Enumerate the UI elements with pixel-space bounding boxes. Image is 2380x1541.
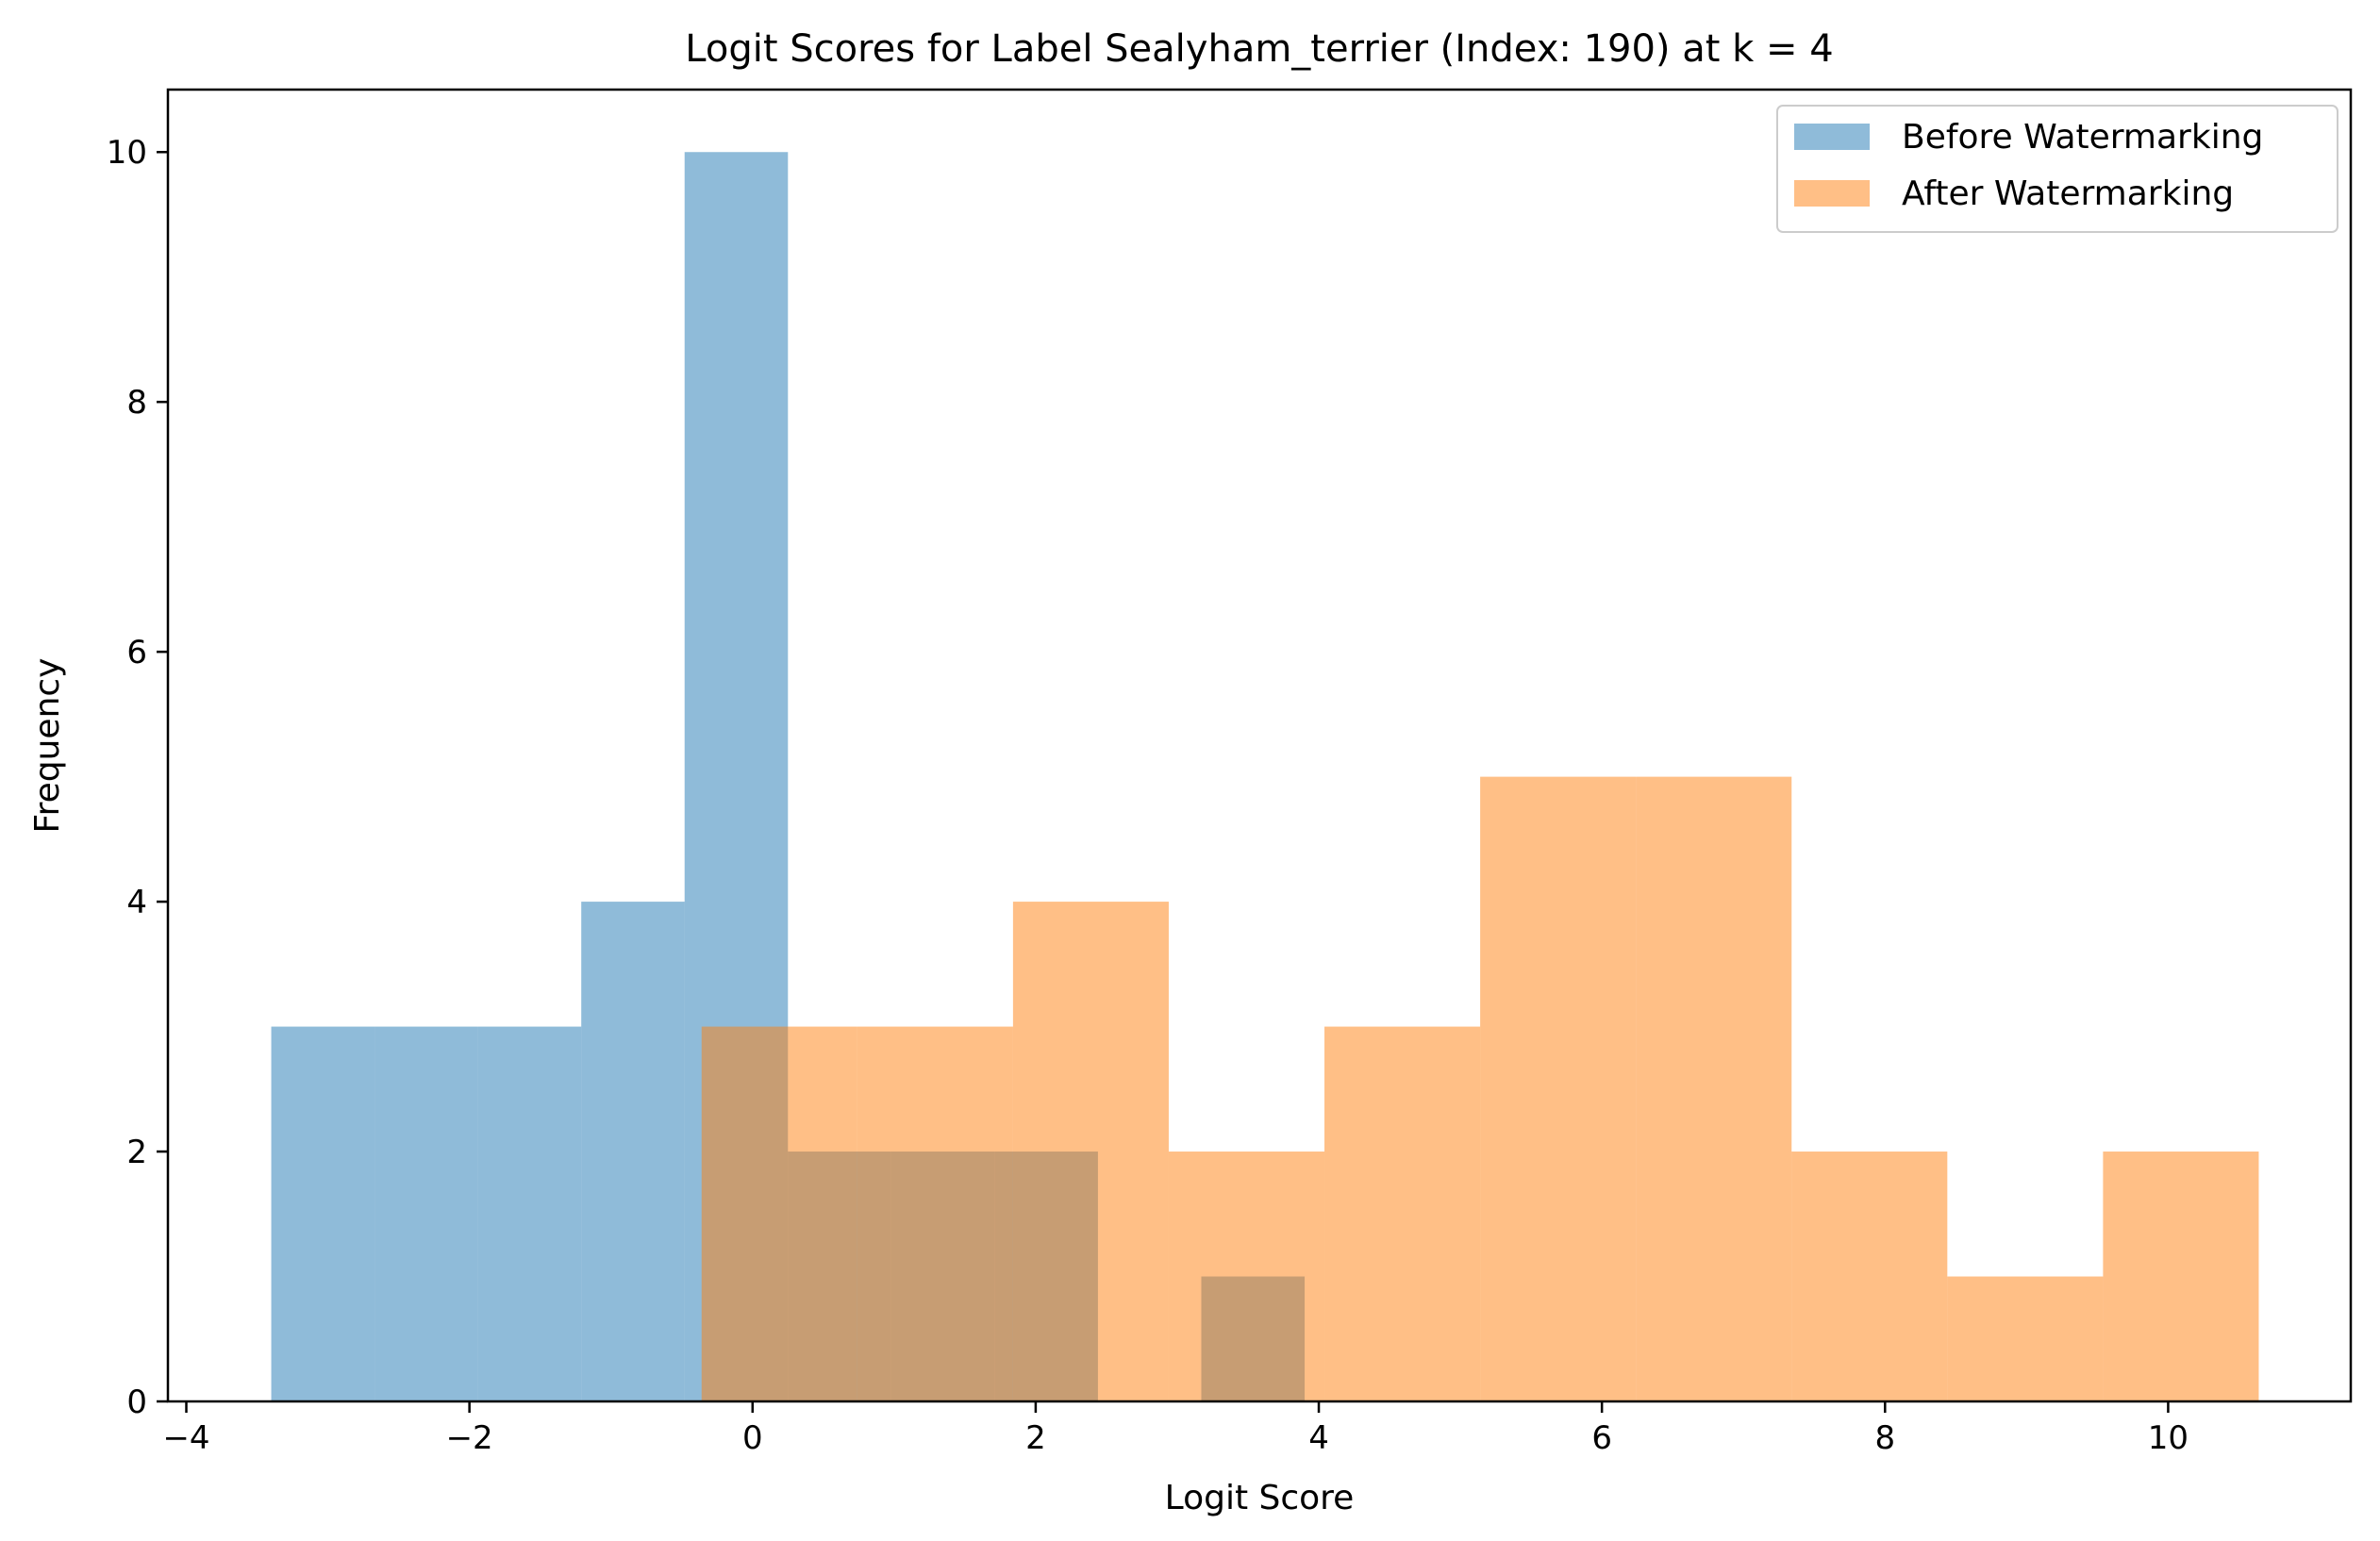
legend-label-before-watermarking: Before Watermarking bbox=[1902, 118, 2263, 157]
bar-before-watermarking-1 bbox=[374, 1026, 478, 1401]
y-tick-label: 4 bbox=[126, 884, 147, 921]
y-tick-label: 0 bbox=[126, 1384, 147, 1421]
x-tick-label: 10 bbox=[2148, 1419, 2189, 1457]
bar-after-watermarking-2 bbox=[1012, 902, 1169, 1401]
x-tick-label: −2 bbox=[446, 1419, 493, 1457]
y-tick-label: 10 bbox=[107, 134, 147, 172]
bar-after-watermarking-7 bbox=[1791, 1152, 1948, 1401]
y-tick-label: 8 bbox=[126, 384, 147, 422]
y-tick-label: 6 bbox=[126, 634, 147, 671]
legend: Before Watermarking After Watermarking bbox=[1776, 105, 2338, 233]
plot-area-frame bbox=[166, 88, 2353, 1403]
y-axis-label: Frequency bbox=[28, 658, 67, 834]
x-tick-label: −4 bbox=[162, 1419, 209, 1457]
bar-after-watermarking-9 bbox=[2103, 1152, 2259, 1401]
x-tick-label: 6 bbox=[1591, 1419, 1612, 1457]
bar-before-watermarking-3 bbox=[581, 902, 685, 1401]
x-tick-label: 4 bbox=[1308, 1419, 1329, 1457]
legend-swatch-after-watermarking bbox=[1794, 180, 1870, 207]
x-tick-label: 2 bbox=[1025, 1419, 1046, 1457]
bar-after-watermarking-3 bbox=[1168, 1152, 1325, 1401]
legend-label-after-watermarking: After Watermarking bbox=[1902, 174, 2234, 213]
chart-title: Logit Scores for Label Sealyham_terrier … bbox=[685, 27, 1833, 71]
legend-swatch-before-watermarking bbox=[1794, 124, 1870, 150]
bar-after-watermarking-8 bbox=[1947, 1276, 2104, 1401]
y-axis-ticks: 0 2 4 6 8 10 bbox=[107, 134, 168, 1421]
x-axis-ticks: −4 −2 0 2 4 6 8 10 bbox=[162, 1401, 2189, 1457]
bar-after-watermarking-4 bbox=[1324, 1026, 1481, 1401]
bar-before-watermarking-0 bbox=[271, 1026, 375, 1401]
bars-layer bbox=[271, 152, 2259, 1402]
bar-after-watermarking-0 bbox=[701, 1026, 857, 1401]
bar-after-watermarking-6 bbox=[1636, 776, 1792, 1401]
x-tick-label: 0 bbox=[742, 1419, 763, 1457]
y-tick-label: 2 bbox=[126, 1134, 147, 1171]
bar-before-watermarking-2 bbox=[477, 1026, 582, 1401]
legend-box bbox=[1776, 105, 2338, 233]
bar-after-watermarking-5 bbox=[1480, 776, 1637, 1401]
x-axis-label: Logit Score bbox=[1165, 1479, 1355, 1517]
x-tick-label: 8 bbox=[1874, 1419, 1895, 1457]
bar-after-watermarking-1 bbox=[857, 1026, 1013, 1401]
